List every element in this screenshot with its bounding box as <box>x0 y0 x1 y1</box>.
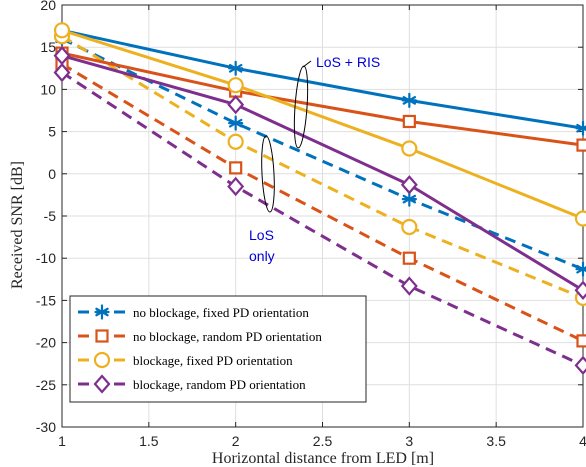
series-2-point-2 <box>401 140 418 157</box>
series-0-point-1 <box>228 60 244 76</box>
legend-marker-0 <box>94 304 110 320</box>
series-line-6 <box>61 34 584 300</box>
legend-label-2: blockage, fixed PD orientation <box>133 353 293 368</box>
series-4-point-1 <box>228 115 244 131</box>
x-tick-label: 4 <box>579 433 586 449</box>
legend-label-1: no blockage, random PD orientation <box>133 329 322 344</box>
series-line-3 <box>61 54 584 292</box>
axis-ticks: 1 1.5 2 2.5 3 3.5 4 -30 -25 -20 -15 -10 -5 0 5 10 15 20 <box>36 0 586 449</box>
series-4-point-2 <box>401 191 417 207</box>
series-2-point-0 <box>53 22 71 39</box>
legend-marker-1 <box>95 329 109 343</box>
series-7-point-2 <box>400 276 418 296</box>
y-tick-label: -5 <box>44 208 57 224</box>
series-5-point-1 <box>229 161 243 175</box>
series-line-2 <box>61 28 584 220</box>
y-tick-label: 10 <box>40 81 56 97</box>
series-6 <box>53 28 586 306</box>
series-3-point-3 <box>574 280 586 300</box>
series-6-point-1 <box>227 133 244 150</box>
legend-item-1: no blockage, random PD orientation <box>78 329 322 344</box>
series-2-point-1 <box>227 77 244 94</box>
legend-item-2: blockage, fixed PD orientation <box>78 351 293 369</box>
annotation-los-only-line2: only <box>249 248 275 264</box>
series-7-point-0 <box>53 62 71 83</box>
series-7-point-1 <box>227 176 245 197</box>
series-7-point-3 <box>574 355 586 376</box>
annotations: LoS + RIS LoS only <box>249 54 380 264</box>
y-tick-label: -30 <box>36 419 56 435</box>
series-3-point-2 <box>400 175 418 195</box>
legend-label-3: blockage, random PD orientation <box>133 377 306 392</box>
series-1-point-3 <box>576 138 586 152</box>
series-line-1 <box>61 51 584 147</box>
x-tick-label: 2 <box>232 433 240 449</box>
y-tick-label: -10 <box>36 250 56 266</box>
series-0 <box>54 22 586 136</box>
series-3-point-0 <box>53 45 71 66</box>
series-2 <box>53 22 586 227</box>
y-tick-label: -25 <box>36 377 56 393</box>
y-tick-label: -20 <box>36 335 56 351</box>
series-line-5 <box>61 62 584 343</box>
pointer-los-ris <box>302 60 312 68</box>
ellipse-los-only <box>261 135 275 213</box>
y-tick-label: 0 <box>48 166 56 182</box>
legend-label-0: no blockage, fixed PD orientation <box>133 305 309 320</box>
annotation-los-ris: LoS + RIS <box>316 54 380 70</box>
legend-item-0: no blockage, fixed PD orientation <box>78 304 309 320</box>
series-line-0 <box>61 28 584 130</box>
x-tick-label: 3 <box>405 433 413 449</box>
y-tick-label: -15 <box>36 292 56 308</box>
x-tick-label: 1.5 <box>139 433 159 449</box>
series-line-7 <box>61 71 584 367</box>
y-axis-label: Received SNR [dB] <box>9 161 26 289</box>
x-tick-label: 2.5 <box>313 433 333 449</box>
legend-marker-3 <box>93 374 111 394</box>
series-4-point-3 <box>575 261 586 277</box>
series-7 <box>53 62 586 376</box>
series-0-point-2 <box>401 92 417 108</box>
group-ellipses <box>261 60 312 213</box>
y-tick-label: 15 <box>40 39 56 55</box>
series-5-point-2 <box>402 251 416 265</box>
series-1-point-2 <box>402 114 416 129</box>
x-axis-label: Horizontal distance from LED [m] <box>212 450 434 467</box>
series-2-point-3 <box>574 210 586 227</box>
series-6-point-2 <box>401 218 418 236</box>
series-3-point-1 <box>227 94 245 115</box>
y-tick-label: 5 <box>48 124 56 140</box>
legend-marker-2 <box>93 351 111 369</box>
series-3 <box>53 45 586 300</box>
x-tick-label: 3.5 <box>486 433 506 449</box>
series-0-point-3 <box>575 120 586 136</box>
data-series <box>53 22 586 376</box>
x-tick-label: 1 <box>58 433 66 449</box>
annotation-los-only-line1: LoS <box>249 227 274 243</box>
y-tick-label: 20 <box>40 0 56 13</box>
series-5-point-3 <box>576 334 586 348</box>
legend-item-3: blockage, random PD orientation <box>78 374 306 394</box>
legend: no blockage, fixed PD orientation no bloc… <box>69 295 367 403</box>
